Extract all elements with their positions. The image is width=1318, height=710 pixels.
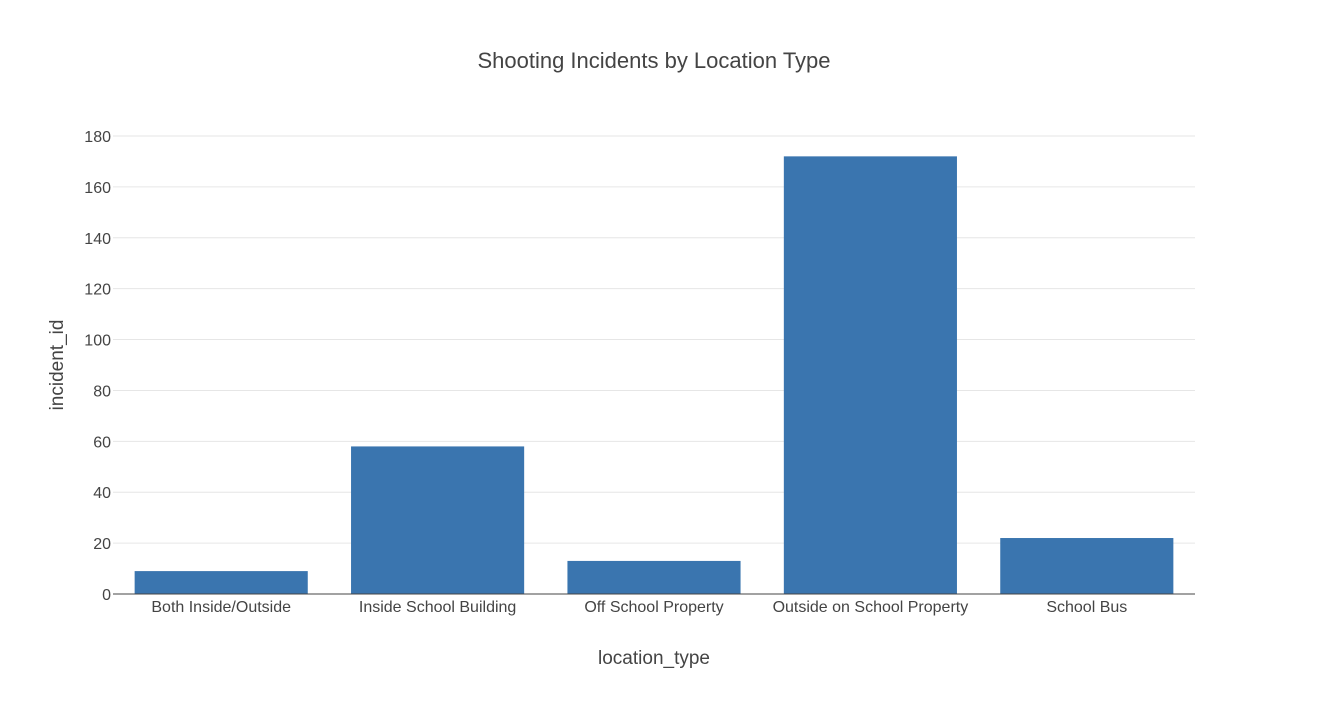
bar[interactable]	[783, 156, 957, 594]
chart-title: Shooting Incidents by Location Type	[477, 48, 830, 73]
x-axis-title: location_type	[598, 648, 710, 669]
x-tick-label: Outside on School Property	[773, 599, 969, 616]
y-tick-label: 120	[84, 282, 111, 299]
y-tick-label: 0	[102, 587, 111, 604]
x-tick-label: Off School Property	[584, 599, 723, 616]
y-tick-label: 40	[93, 485, 111, 502]
x-tick-label: School Bus	[1046, 599, 1127, 616]
x-tick-label: Inside School Building	[359, 599, 516, 616]
x-tick-label: Both Inside/Outside	[151, 599, 291, 616]
bar[interactable]	[567, 560, 741, 594]
y-axis-ticks: 0 20 40 60 80 100 120 140 160 180	[84, 129, 111, 604]
y-tick-label: 180	[84, 129, 111, 146]
bars	[134, 156, 1174, 594]
y-tick-label: 20	[93, 536, 111, 553]
gridlines	[113, 135, 1195, 544]
y-tick-label: 160	[84, 180, 111, 197]
y-tick-label: 100	[84, 333, 111, 350]
bar[interactable]	[351, 446, 525, 594]
bar[interactable]	[134, 571, 308, 594]
y-tick-label: 60	[93, 434, 111, 451]
y-tick-label: 140	[84, 231, 111, 248]
y-axis-title: incident_id	[47, 320, 68, 411]
y-tick-label: 80	[93, 383, 111, 400]
bar[interactable]	[1000, 538, 1174, 594]
x-axis-ticks: Both Inside/Outside Inside School Buildin…	[151, 599, 1127, 616]
